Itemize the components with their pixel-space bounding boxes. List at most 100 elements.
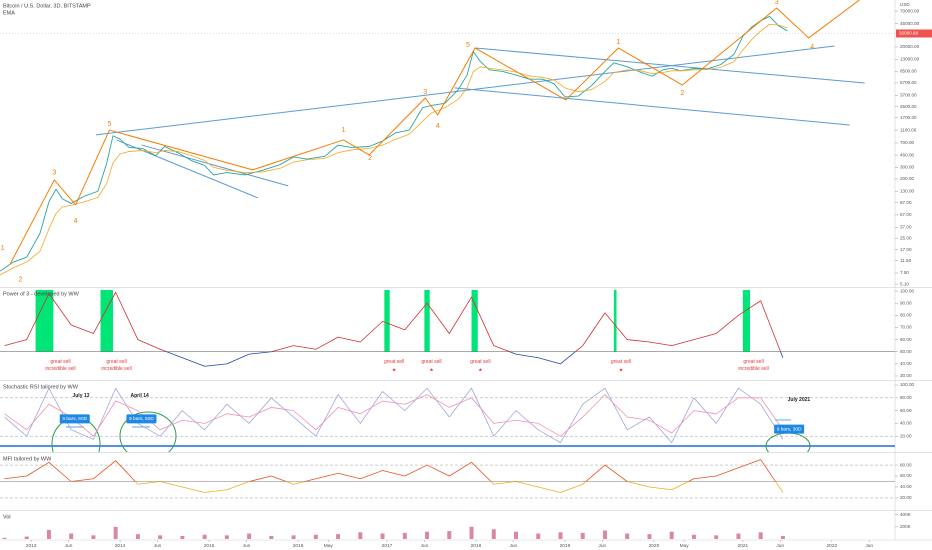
y-tick-label: 50.00 xyxy=(900,349,912,354)
series-line xyxy=(0,23,788,276)
trendline xyxy=(454,87,850,126)
y-tick-label: 45000.00 xyxy=(900,21,920,26)
annotation: 2 xyxy=(19,277,23,284)
series-line xyxy=(4,291,784,367)
y-tick-label: 100.00 xyxy=(900,288,914,293)
y-tick-label: 8500.00 xyxy=(900,69,917,74)
series-line xyxy=(0,16,788,272)
y-tick-label: 60.00 xyxy=(900,408,912,413)
bar xyxy=(447,531,452,539)
y-tick-label: 200K xyxy=(900,524,912,529)
x-tick-label: Jun xyxy=(509,543,517,549)
annotation: 4 xyxy=(436,123,440,130)
annotation: 5 xyxy=(107,121,111,128)
x-tick-label: Jun xyxy=(65,543,73,549)
bar xyxy=(669,531,674,539)
info-box-label: 9 bars, 50D xyxy=(129,416,154,422)
y-tick-label: 80.00 xyxy=(900,313,912,318)
highlight xyxy=(35,290,54,352)
bar xyxy=(336,534,341,539)
wave-line xyxy=(9,0,860,265)
x-tick-label: 2018 xyxy=(471,543,482,549)
panel-title: Bitcoin / U.S. Dollar, 3D, BITSTAMP xyxy=(3,3,91,9)
annotation: 3 xyxy=(775,0,779,6)
y-tick-label: 40.00 xyxy=(900,484,912,489)
bar xyxy=(91,535,96,539)
bar xyxy=(780,535,785,539)
info-box-label: 9 bars, 60D xyxy=(62,416,87,422)
bar xyxy=(224,535,229,539)
bar xyxy=(602,530,607,539)
y-tick-label: 80.00 xyxy=(900,462,912,467)
x-tick-label: 2021 xyxy=(738,543,749,549)
annotation: ★ xyxy=(619,367,624,373)
panel-title: MFI tailored by WW xyxy=(3,456,52,462)
y-tick-label: 300.00 xyxy=(900,165,914,170)
annotation: 1 xyxy=(341,127,345,134)
panel-subtitle: EMA xyxy=(3,10,15,16)
y-tick-label: 70.00 xyxy=(900,325,912,330)
y-tick-label: 400K xyxy=(900,512,912,517)
series-line xyxy=(4,459,784,493)
x-tick-label: 2013 xyxy=(26,543,37,549)
y-tick-label: 3700.00 xyxy=(900,93,917,98)
annotation: April 14 xyxy=(131,393,150,399)
annotation: 5 xyxy=(466,42,470,49)
bar xyxy=(625,533,630,539)
annotation: incredible sell xyxy=(101,366,131,372)
bar xyxy=(135,534,140,539)
y-tick-label: 87.00 xyxy=(900,200,912,205)
y-tick-label: 60.00 xyxy=(900,473,912,478)
annotation: great sell xyxy=(384,359,404,365)
bar xyxy=(514,531,519,539)
y-tick-label: 57.00 xyxy=(900,212,912,217)
x-tick-label: 2022 xyxy=(826,543,837,549)
annotation: July 13 xyxy=(72,393,89,399)
annotation: great sell xyxy=(611,359,631,365)
y-tick-label: 37.00 xyxy=(900,224,912,229)
annotation: 4 xyxy=(74,218,78,225)
y-tick-label: 5.10 xyxy=(900,281,909,286)
x-tick-label: Jun xyxy=(776,543,784,549)
annotation: great sell xyxy=(743,359,763,365)
bar xyxy=(647,534,652,539)
highlight xyxy=(100,290,113,352)
panel-title: Stochastic RSI tailored by WW xyxy=(3,384,79,390)
annotation: 2 xyxy=(680,90,684,97)
x-tick-label: 2015 xyxy=(204,543,215,549)
y-tick-label: 460.00 xyxy=(900,152,914,157)
info-box xyxy=(126,414,157,424)
y-tick-label: 5700.00 xyxy=(900,80,917,85)
bar xyxy=(758,532,763,539)
panel-title: Vol xyxy=(3,514,11,520)
bar xyxy=(425,531,430,539)
bar xyxy=(491,529,496,539)
y-tick-label: 17.00 xyxy=(900,247,912,252)
x-tick-label: 2019 xyxy=(560,543,571,549)
y-tick-label: 200.00 xyxy=(900,176,914,181)
annotation: 3 xyxy=(423,89,427,96)
panel-title: Power of 3 - developed by WW xyxy=(3,291,80,297)
bar xyxy=(247,533,252,539)
currency-label: USD xyxy=(900,2,910,7)
y-tick-label: 100.00 xyxy=(900,382,914,387)
annotation: 2 xyxy=(368,155,372,162)
y-tick-label: 1100.00 xyxy=(900,127,917,132)
y-tick-label: 2500.00 xyxy=(900,104,917,109)
highlight xyxy=(742,290,750,352)
y-tick-label: 130.00 xyxy=(900,188,914,193)
y-tick-label: 40.00 xyxy=(900,421,912,426)
highlight xyxy=(471,290,478,352)
last-value-label: 32000.68 xyxy=(899,31,919,36)
bar xyxy=(714,535,719,539)
bar xyxy=(69,533,74,539)
x-tick-label: Jun xyxy=(154,543,162,549)
bar xyxy=(24,536,29,539)
y-tick-label: 7.50 xyxy=(900,270,909,275)
y-tick-label: 1700.00 xyxy=(900,115,917,120)
annotation: ★ xyxy=(429,367,434,373)
info-box xyxy=(59,414,90,424)
bar xyxy=(380,533,385,539)
info-box xyxy=(774,424,805,434)
